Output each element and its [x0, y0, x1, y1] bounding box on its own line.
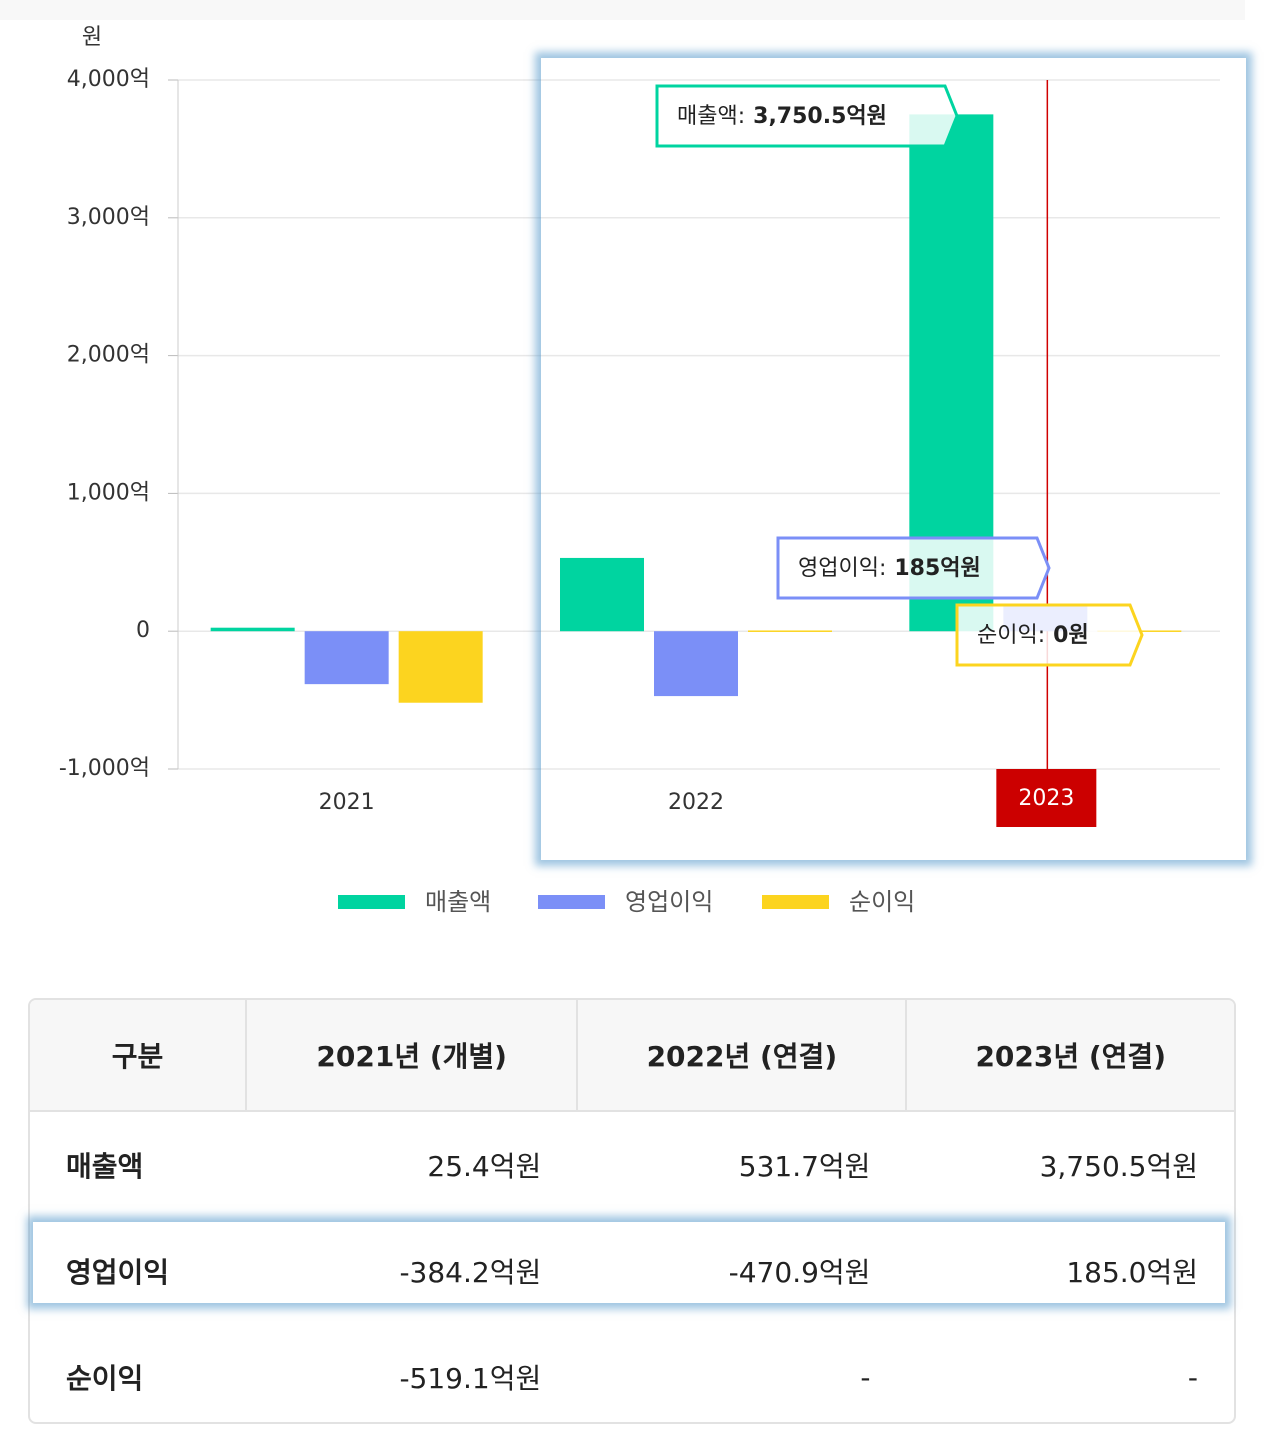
chart: 원 -1,000억 0 1,000억 2,000억 3,000억 4,000억 2021 20… — [0, 0, 1245, 916]
legend-label: 순이익 — [849, 888, 915, 916]
tooltip-box — [776, 536, 1051, 600]
tooltip-value: 185억원 — [894, 556, 980, 581]
top-strip — [0, 0, 1245, 20]
header-row: 구분 2021년 (개별) 2022년 (연결) 2023년 (연결) — [30, 1000, 1234, 1112]
tooltip-value: 0원 — [1053, 623, 1089, 648]
header-cell: 구분 — [30, 1000, 248, 1112]
header-cell: 2023년 (연결) — [906, 1000, 1234, 1112]
bar — [304, 631, 389, 685]
table-cell: 185.0억원 — [1066, 1256, 1198, 1289]
tooltip-text: 영업이익: 185억원 — [798, 556, 981, 581]
y-tick-label: 0 — [136, 618, 150, 643]
tooltip-box — [655, 84, 959, 148]
bar — [210, 627, 295, 632]
y-tick-label: -1,000억 — [59, 756, 150, 781]
bar — [560, 557, 644, 632]
x-tick-label: 2023 — [1018, 786, 1074, 811]
legend-swatch — [762, 895, 829, 909]
table-cell: 3,750.5억원 — [1039, 1150, 1198, 1183]
header-cell: 2021년 (개별) — [246, 1000, 579, 1112]
table-cell: 25.4억원 — [427, 1150, 542, 1183]
row-header: 영업이익 — [66, 1256, 170, 1289]
y-unit: 원 — [82, 25, 102, 50]
y-tick-label: 1,000억 — [67, 480, 150, 505]
table-cell: - — [1187, 1360, 1198, 1394]
table-row: 순이익 -519.1억원 - - — [30, 1324, 1234, 1422]
bar — [398, 631, 483, 703]
tooltip-box — [955, 603, 1144, 667]
table-cell: 531.7억원 — [738, 1150, 871, 1183]
x-tick-label: 2021 — [319, 790, 375, 815]
legend-swatch — [338, 895, 405, 909]
table-cell: -384.2억원 — [399, 1256, 542, 1289]
table-cell: -470.9억원 — [728, 1256, 871, 1289]
table: 구분 2021년 (개별) 2022년 (연결) 2023년 (연결) 매출액 25.4억… — [30, 1000, 1234, 1422]
legend-label: 영업이익 — [625, 888, 713, 916]
table-row: 영업이익 -384.2억원 -470.9억원 185.0억원 — [30, 1218, 1234, 1324]
bar — [654, 631, 738, 697]
tooltip-text: 매출액: 3,750.5억원 — [677, 104, 887, 129]
x-tick-label: 2022 — [668, 790, 724, 815]
y-tick-label: 3,000억 — [67, 205, 150, 230]
legend-swatch — [538, 895, 605, 909]
tooltip-label: 매출액: — [677, 104, 745, 129]
row-header: 매출액 — [66, 1150, 144, 1183]
tooltip-label: 순이익: — [977, 623, 1045, 648]
legend-label: 매출액 — [425, 888, 491, 916]
tooltip-text: 순이익: 0원 — [977, 623, 1089, 648]
y-tick-label: 2,000억 — [67, 343, 150, 368]
table-container: 구분 2021년 (개별) 2022년 (연결) 2023년 (연결) 매출액 25.4억… — [28, 998, 1236, 1424]
tooltip-value: 3,750.5억원 — [753, 104, 887, 129]
tooltip-label: 영업이익: — [798, 556, 886, 581]
header-cell: 2022년 (연결) — [577, 1000, 908, 1112]
table-cell: - — [860, 1360, 871, 1394]
bar — [748, 630, 832, 632]
y-tick-label: 4,000억 — [67, 67, 150, 92]
row-header: 순이익 — [66, 1362, 144, 1395]
highlight-label-bg — [996, 769, 1097, 827]
table-cell: -519.1억원 — [399, 1362, 542, 1395]
table-row: 매출액 25.4억원 531.7억원 3,750.5억원 — [30, 1111, 1234, 1218]
